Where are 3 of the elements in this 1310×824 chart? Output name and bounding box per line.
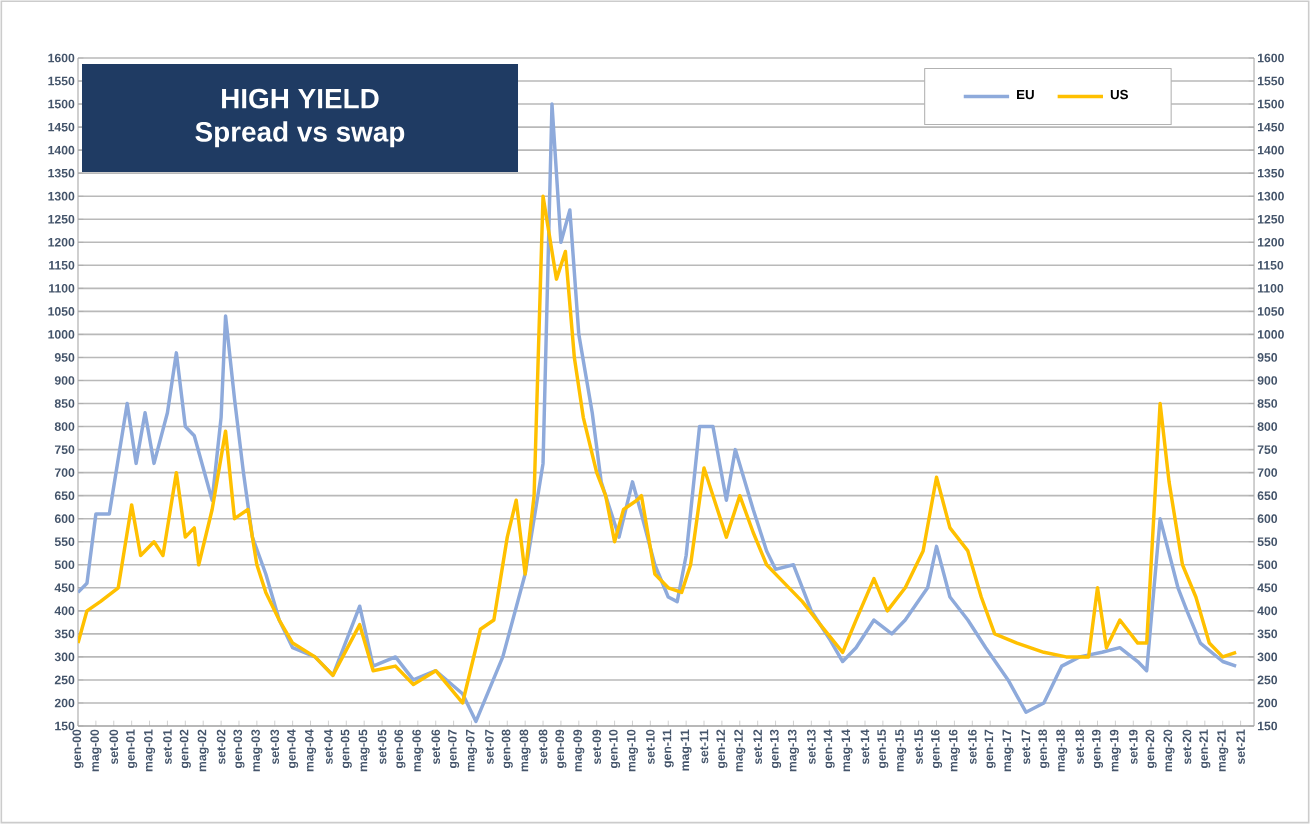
line-series: [78, 194, 1238, 705]
text: HIGH YIELD: [222, 88, 379, 109]
text: Spread vs swap: [195, 121, 405, 148]
